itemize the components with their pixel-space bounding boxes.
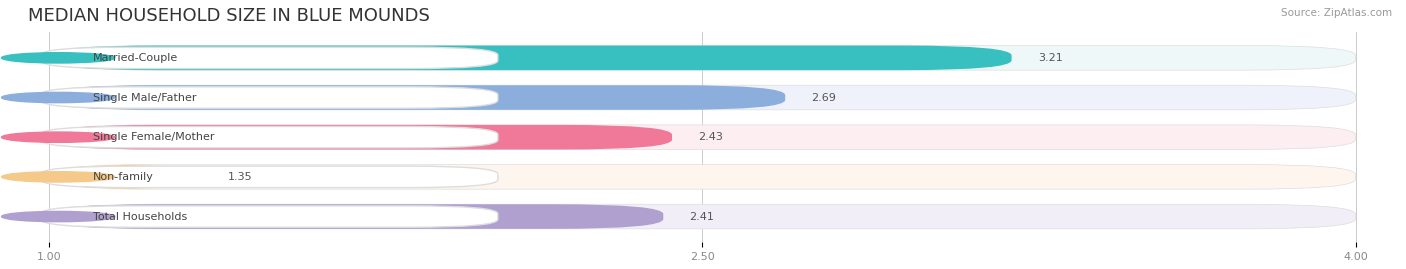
Text: MEDIAN HOUSEHOLD SIZE IN BLUE MOUNDS: MEDIAN HOUSEHOLD SIZE IN BLUE MOUNDS [28,7,430,25]
Circle shape [1,53,115,63]
FancyBboxPatch shape [49,204,664,229]
Text: 1.35: 1.35 [228,172,253,182]
Text: Married-Couple: Married-Couple [93,53,179,63]
Text: Non-family: Non-family [93,172,153,182]
FancyBboxPatch shape [49,125,672,150]
Text: Total Households: Total Households [93,211,187,222]
Text: 2.69: 2.69 [811,93,837,102]
FancyBboxPatch shape [49,85,1355,110]
FancyBboxPatch shape [49,85,785,110]
Circle shape [1,92,115,103]
FancyBboxPatch shape [49,204,1355,229]
FancyBboxPatch shape [41,47,498,69]
FancyBboxPatch shape [49,165,202,189]
Text: 3.21: 3.21 [1038,53,1063,63]
Text: Single Female/Mother: Single Female/Mother [93,132,215,142]
FancyBboxPatch shape [49,165,1355,189]
FancyBboxPatch shape [41,87,498,108]
FancyBboxPatch shape [41,206,498,227]
FancyBboxPatch shape [41,166,498,187]
FancyBboxPatch shape [49,125,1355,150]
FancyBboxPatch shape [41,126,498,148]
Text: Source: ZipAtlas.com: Source: ZipAtlas.com [1281,8,1392,18]
Text: 2.43: 2.43 [699,132,723,142]
Circle shape [1,132,115,142]
FancyBboxPatch shape [49,45,1355,70]
Circle shape [1,172,115,182]
FancyBboxPatch shape [49,45,1011,70]
Text: 2.41: 2.41 [689,211,714,222]
Text: Single Male/Father: Single Male/Father [93,93,197,102]
Circle shape [1,211,115,222]
